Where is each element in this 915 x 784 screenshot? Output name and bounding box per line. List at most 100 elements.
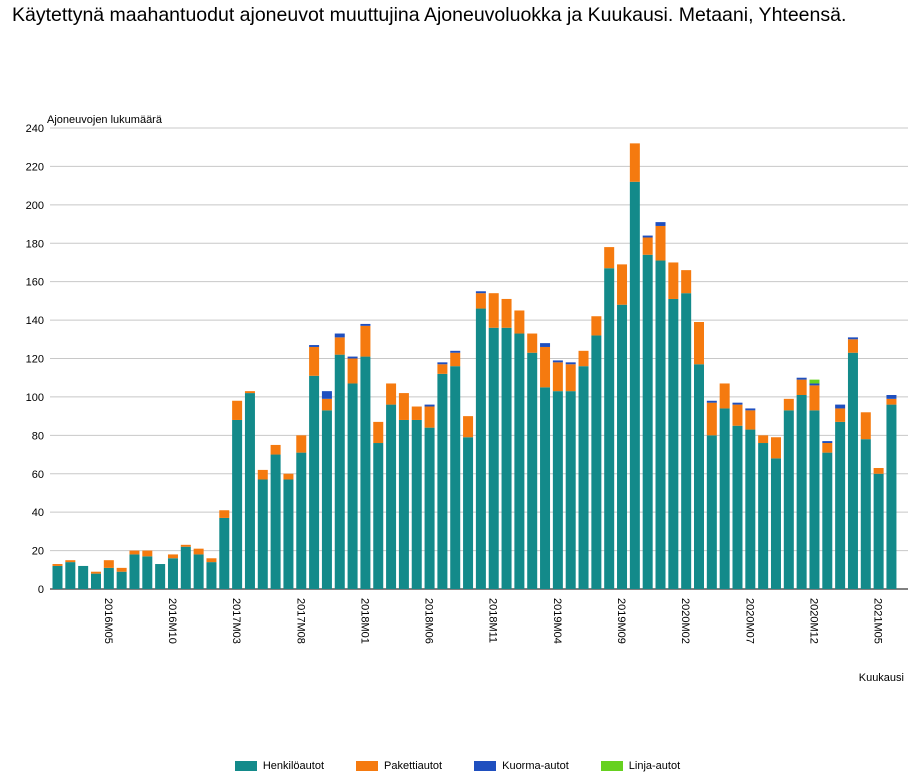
- bar-segment: [424, 406, 435, 428]
- bar-segment: [232, 419, 243, 589]
- bar-segment: [552, 360, 563, 363]
- y-tick-label: 120: [26, 354, 44, 366]
- bar-chart: 0 20 40 60 80 100 120 140 160 180 200 220 240 2016M0…: [26, 114, 908, 684]
- bar-segment: [719, 408, 730, 589]
- bar-segment: [642, 254, 653, 589]
- bar-segment: [732, 402, 743, 405]
- y-tick-label: 200: [26, 200, 44, 212]
- bar-segment: [847, 352, 858, 589]
- bar-segment: [334, 333, 345, 338]
- bar-segment: [758, 443, 769, 589]
- bar-segment: [450, 350, 461, 353]
- bar-segment: [655, 222, 666, 226]
- bar-segment: [244, 391, 255, 394]
- bar-segment: [78, 565, 89, 589]
- y-tick-label: 20: [32, 546, 44, 558]
- bar-segment: [450, 352, 461, 367]
- legend-item: Linja-autot: [600, 760, 681, 772]
- bar-segment: [886, 395, 897, 399]
- bar-segment: [360, 325, 371, 357]
- x-tick-label: 2019M09: [615, 598, 627, 644]
- bar-segment: [745, 408, 756, 411]
- bar-segment: [488, 293, 499, 328]
- bar-segment: [552, 362, 563, 392]
- bar-segment: [540, 343, 551, 347]
- bar-segment: [309, 345, 320, 347]
- legend: Henkilöautot Pakettiautot Kuorma-autot Linj…: [0, 760, 915, 772]
- bar-segment: [629, 181, 640, 589]
- x-tick-label: 2017M03: [230, 598, 242, 644]
- x-tick-label: 2017M08: [294, 598, 306, 644]
- bar-segment: [142, 556, 153, 589]
- bar-segment: [694, 364, 704, 589]
- bar-segment: [129, 554, 140, 589]
- bar-segment: [604, 247, 615, 269]
- bar-segment: [770, 437, 781, 459]
- bar-segment: [860, 439, 871, 589]
- bar-segment: [386, 383, 397, 405]
- bar-segment: [321, 410, 332, 589]
- x-axis-ticks: 2016M05 2016M10 2017M03 2017M08 2018M01 2018M…: [102, 598, 884, 644]
- bar-segment: [745, 429, 756, 589]
- bar-segment: [706, 400, 717, 403]
- x-tick-label: 2016M10: [166, 598, 178, 644]
- legend-swatch: [600, 761, 623, 771]
- y-tick-label: 160: [26, 277, 44, 289]
- bar-segment: [411, 419, 422, 589]
- legend-swatch: [356, 761, 379, 771]
- bar-segment: [783, 410, 794, 589]
- bar-segment: [809, 383, 820, 386]
- bar-segment: [873, 473, 884, 589]
- x-tick-label: 2018M11: [487, 598, 499, 643]
- x-tick-label: 2020M12: [807, 598, 819, 644]
- bar-segment: [347, 356, 358, 359]
- bar-segment: [398, 419, 409, 589]
- y-tick-label: 180: [26, 238, 44, 250]
- y-tick-label: 80: [32, 430, 44, 442]
- legend-item: Kuorma-autot: [474, 760, 569, 772]
- bar-segment: [501, 327, 512, 589]
- bar-segment: [463, 437, 474, 589]
- x-tick-label: 2020M07: [743, 598, 755, 644]
- bar-segment: [142, 550, 153, 557]
- bar-segment: [103, 567, 114, 589]
- bar-segment: [617, 264, 628, 305]
- bar-segment: [475, 293, 486, 309]
- bar-segment: [796, 377, 807, 380]
- bar-segment: [270, 454, 281, 589]
- y-tick-label: 240: [26, 123, 44, 135]
- bar-segment: [617, 304, 628, 589]
- bar-segment: [373, 421, 384, 444]
- bar-segment: [694, 322, 704, 365]
- chart-title: Käytettynä maahantuodut ajoneuvot muuttu…: [12, 4, 847, 26]
- bar-segment: [822, 443, 833, 453]
- bar-segment: [129, 550, 140, 555]
- bar-segment: [668, 298, 679, 589]
- bar-segment: [398, 393, 409, 420]
- bar-segment: [386, 404, 397, 589]
- bar-segment: [309, 346, 320, 376]
- bar-segment: [193, 548, 204, 555]
- bar-segment: [604, 268, 615, 589]
- bar-segment: [424, 427, 435, 589]
- bar-segment: [501, 298, 512, 328]
- legend-item: Pakettiautot: [356, 760, 442, 772]
- bar-segment: [514, 310, 525, 334]
- bar-segment: [796, 379, 807, 395]
- bar-segment: [437, 373, 448, 589]
- bar-segment: [540, 346, 551, 388]
- bar-segment: [706, 435, 717, 589]
- y-tick-label: 100: [26, 392, 44, 404]
- bar-segment: [334, 354, 345, 589]
- legend-label: Linja-autot: [628, 760, 681, 772]
- bar-segment: [360, 323, 371, 326]
- bar-segment: [206, 562, 217, 589]
- bar-segment: [886, 404, 897, 589]
- bars: [52, 143, 897, 589]
- bar-segment: [321, 391, 332, 399]
- bar-segment: [283, 479, 294, 589]
- bar-segment: [642, 235, 653, 238]
- legend-label: Henkilöautot: [262, 760, 325, 772]
- x-tick-label: 2018M01: [358, 598, 370, 644]
- bar-segment: [373, 443, 384, 589]
